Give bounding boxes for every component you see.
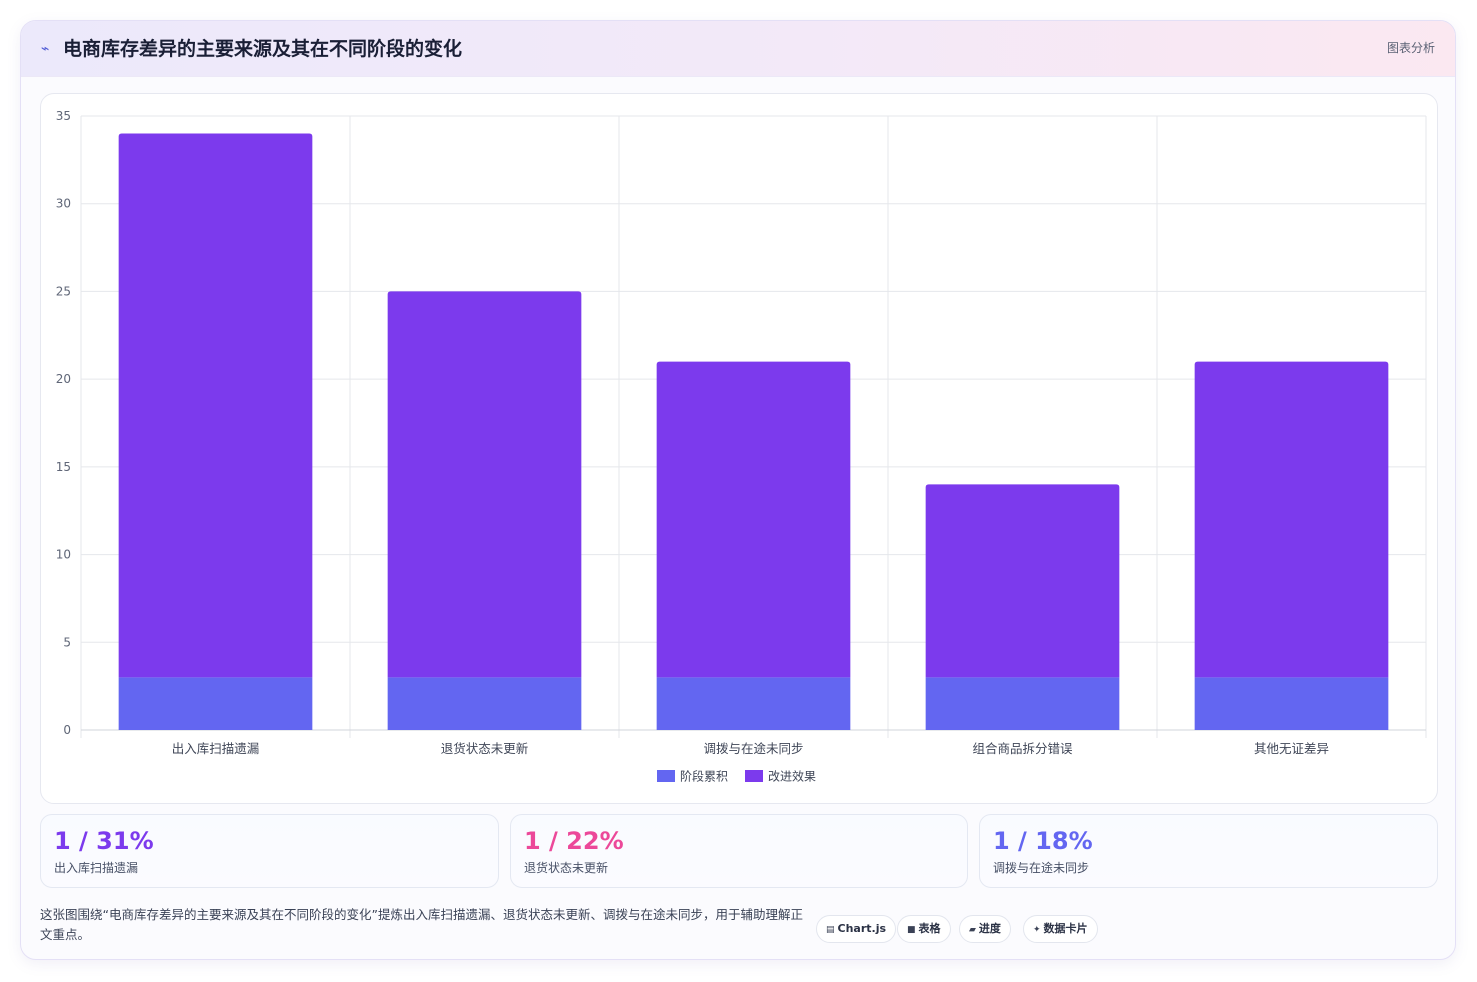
- kpi-value: 1 / 18%: [993, 827, 1093, 855]
- kpi-card-1: 1 / 31% 出入库扫描遗漏: [40, 814, 499, 888]
- sparkle-icon: ✦: [1033, 925, 1041, 935]
- trend-icon: ⌁: [41, 41, 50, 57]
- chip-label: 数据卡片: [1043, 922, 1088, 935]
- progress-icon: ▰: [969, 925, 976, 935]
- x-tick-label: 调拨与在途未同步: [703, 741, 803, 756]
- chart-card: ⌁ 电商库存差异的主要来源及其在不同阶段的变化 图表分析 0 5 10 15 20 25 3…: [20, 20, 1456, 960]
- legend-swatch: [745, 770, 763, 782]
- bar-segment: [656, 677, 851, 730]
- chart-icon: ▤: [826, 925, 835, 935]
- kpi-card-2: 1 / 22% 退货状态未更新: [510, 814, 968, 888]
- kpi-label: 退货状态未更新: [524, 861, 609, 875]
- bar-segment: [925, 484, 1120, 678]
- chip-progress[interactable]: ▰ 进度: [959, 915, 1011, 943]
- y-tick-label: 35: [56, 109, 71, 123]
- chip-label: 表格: [918, 922, 941, 935]
- legend-label: 改进效果: [768, 769, 816, 784]
- chart-description: 这张图围绕“电商库存差异的主要来源及其在不同阶段的变化”提炼出入库扫描遗漏、退货…: [40, 907, 803, 942]
- y-tick-label: 25: [56, 284, 71, 298]
- chip-label: Chart.js: [837, 922, 887, 935]
- y-tick-label: 15: [56, 460, 71, 474]
- y-tick-label: 30: [56, 197, 71, 211]
- kpi-card-3: 1 / 18% 调拨与在途未同步: [979, 814, 1438, 888]
- chip-label: 进度: [978, 922, 1001, 935]
- bar-segment: [1194, 361, 1389, 678]
- bar-segment: [656, 361, 851, 678]
- bar-segment: [387, 677, 582, 730]
- legend-label: 阶段累积: [680, 769, 728, 784]
- bar-segment: [118, 133, 313, 678]
- x-tick-label: 组合商品拆分错误: [972, 741, 1073, 756]
- bar-segment: [118, 677, 313, 730]
- chart-panel: 0 5 10 15 20 25 30 35 出入库扫描遗漏 退货状态未更新 调拨与在途未同步 组合商品…: [40, 93, 1438, 804]
- kpi-label: 出入库扫描遗漏: [54, 861, 139, 875]
- legend-swatch: [657, 770, 675, 782]
- kpi-value: 1 / 22%: [524, 827, 624, 855]
- y-tick-label: 0: [63, 723, 71, 737]
- kpi-value: 1 / 31%: [54, 827, 154, 855]
- table-icon: ■: [907, 925, 916, 935]
- x-tick-label: 其他无证差异: [1254, 741, 1329, 756]
- y-tick-label: 20: [56, 372, 71, 386]
- x-tick-label: 出入库扫描遗漏: [172, 741, 260, 756]
- page-title: 电商库存差异的主要来源及其在不同阶段的变化: [63, 38, 463, 60]
- kpi-label: 调拨与在途未同步: [993, 861, 1090, 875]
- header-tag: 图表分析: [1386, 41, 1435, 55]
- chip-table[interactable]: ■ 表格: [897, 915, 951, 943]
- y-tick-label: 5: [63, 635, 71, 649]
- bar-segment: [1194, 677, 1389, 730]
- chip-data-card[interactable]: ✦ 数据卡片: [1023, 915, 1098, 943]
- bar-segment: [925, 677, 1120, 730]
- y-tick-label: 10: [56, 548, 71, 562]
- bar-segment: [387, 291, 582, 678]
- chip-chartjs[interactable]: ▤ Chart.js: [816, 915, 897, 943]
- x-tick-label: 退货状态未更新: [441, 741, 529, 756]
- bar-chart: 0 5 10 15 20 25 30 35 出入库扫描遗漏 退货状态未更新 调拨与在途未同步 组合商品…: [56, 109, 1427, 784]
- card-header: ⌁ 电商库存差异的主要来源及其在不同阶段的变化 图表分析: [21, 21, 1455, 77]
